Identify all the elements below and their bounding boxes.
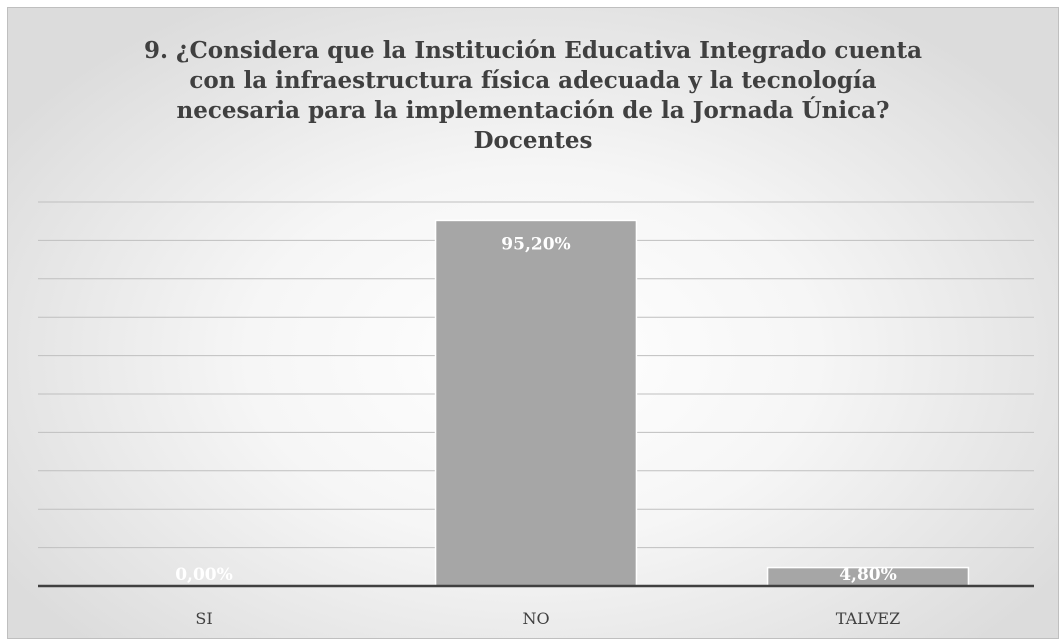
data-label-talvez: 4,80% bbox=[839, 565, 897, 585]
data-label-no: 95,20% bbox=[501, 234, 570, 254]
data-labels: 0,00% 95,20% 4,80% bbox=[175, 234, 897, 585]
chart-title-line-4: Docentes bbox=[473, 127, 593, 154]
category-label-no: NO bbox=[522, 609, 549, 628]
category-labels: SI NO TALVEZ bbox=[195, 609, 900, 628]
category-label-si: SI bbox=[195, 609, 212, 628]
category-label-talvez: TALVEZ bbox=[836, 609, 900, 628]
chart-title-line-1: 9. ¿Considera que la Institución Educati… bbox=[143, 37, 923, 64]
plot-area: 0,00% 95,20% 4,80% SI NO TALVEZ bbox=[38, 201, 1034, 628]
bars bbox=[434, 219, 970, 587]
data-label-si: 0,00% bbox=[175, 565, 233, 585]
chart-title-line-2: con la infraestructura física adecuada y… bbox=[189, 67, 877, 94]
chart-title: 9. ¿Considera que la Institución Educati… bbox=[8, 36, 1058, 156]
chart-title-line-3: necesaria para la implementación de la J… bbox=[176, 97, 890, 124]
bar-no bbox=[434, 219, 638, 587]
chart-area: 9. ¿Considera que la Institución Educati… bbox=[7, 7, 1059, 639]
